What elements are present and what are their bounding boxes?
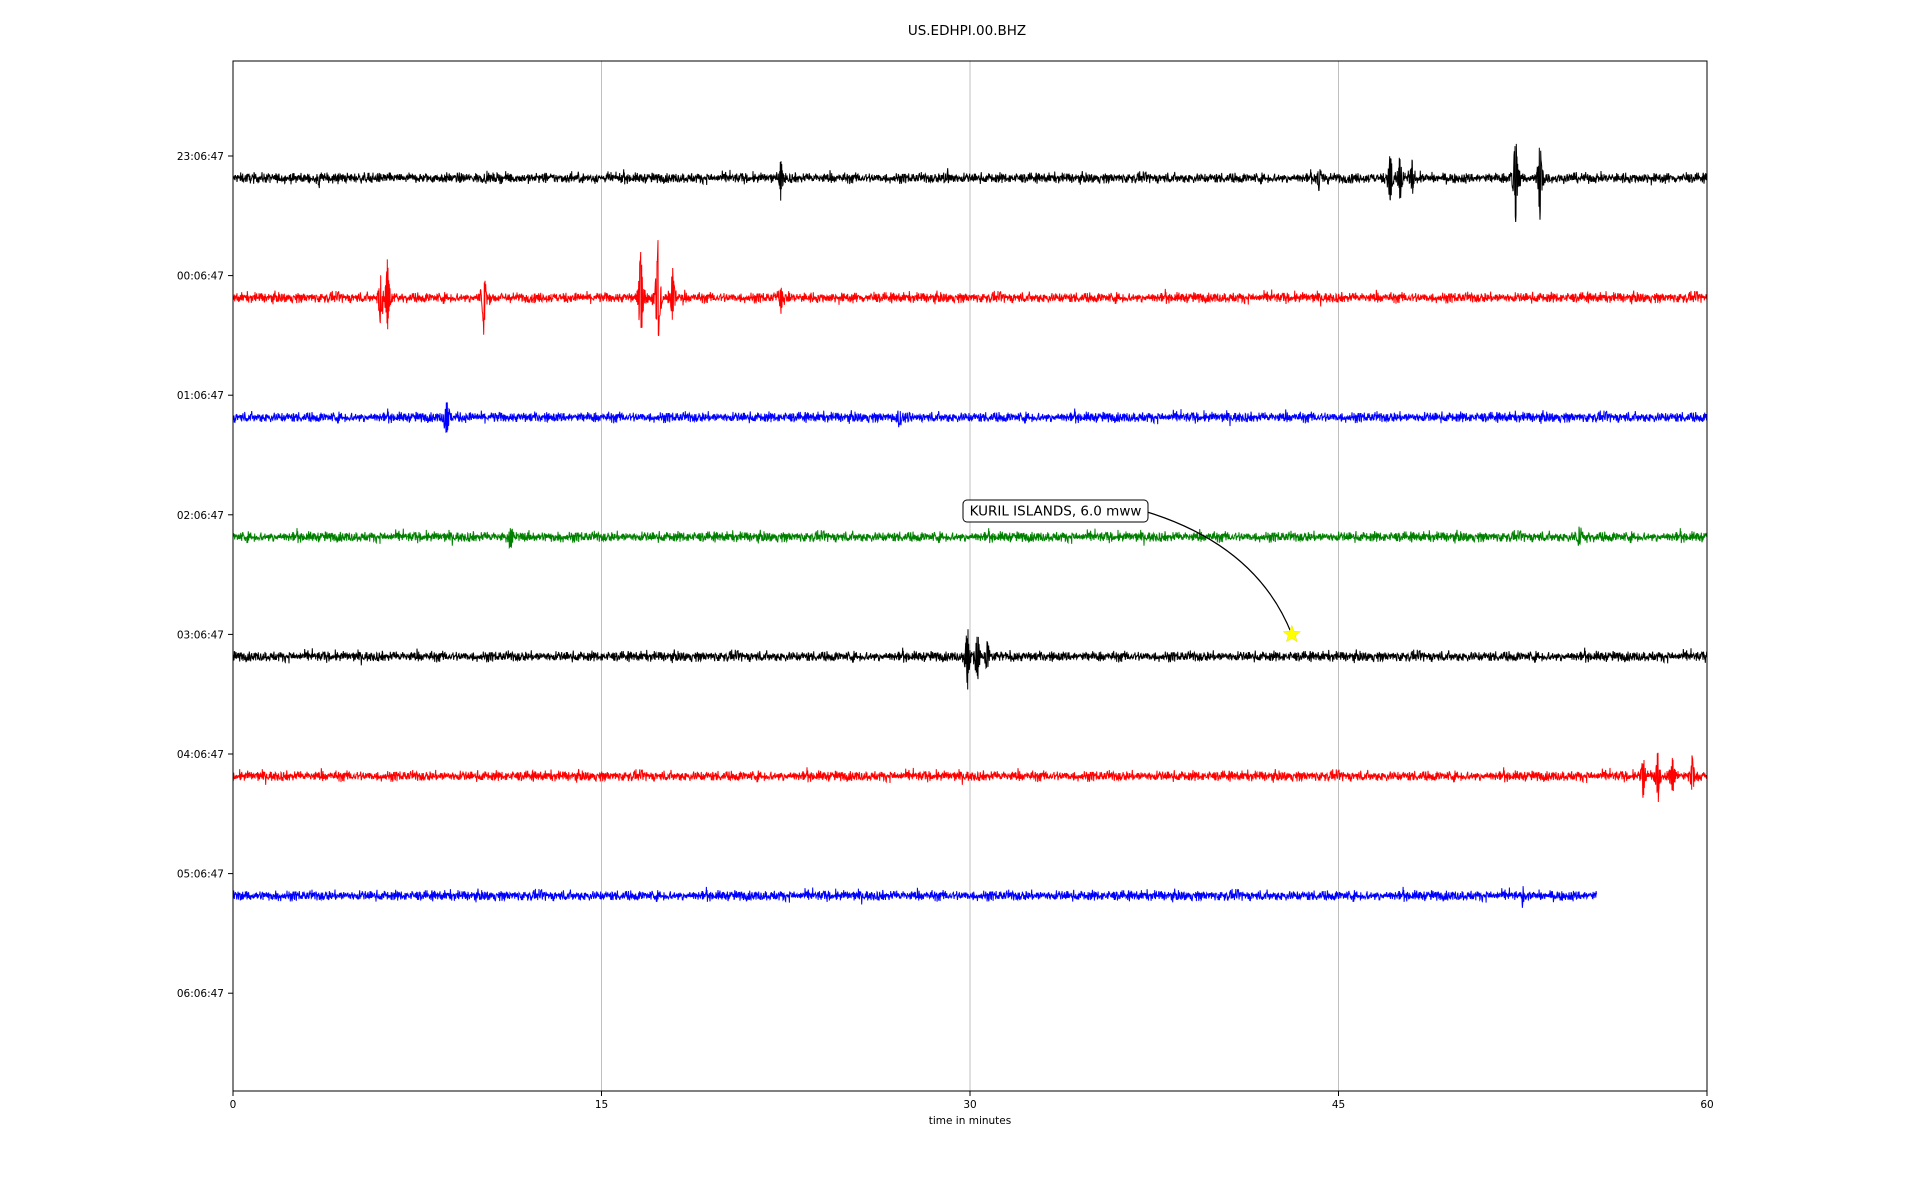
seismogram-trace (232, 143, 1708, 223)
seismogram-trace (232, 402, 1708, 433)
y-tick-label: 05:06:47 (177, 869, 224, 881)
y-tick-label: 04:06:47 (177, 749, 224, 761)
seismogram-trace (232, 240, 1708, 337)
x-axis-ticks: 0 15 30 45 60 (230, 1091, 1714, 1111)
x-tick-label: 15 (595, 1099, 608, 1111)
annotation-connector (1143, 510, 1293, 635)
x-tick-label: 45 (1332, 1099, 1345, 1111)
x-gridlines (601, 61, 1339, 1091)
y-tick-label: 03:06:47 (177, 629, 224, 641)
y-tick-label: 01:06:47 (177, 390, 224, 402)
x-tick-label: 60 (1700, 1099, 1713, 1111)
annotation-box (962, 499, 1149, 523)
x-tick-label: 30 (963, 1099, 976, 1111)
seismogram-trace (232, 526, 1708, 550)
seismogram-trace (232, 752, 1708, 803)
y-tick-label: 06:06:47 (177, 988, 224, 1000)
seismogram-trace (232, 886, 1597, 908)
event-annotation: KURIL ISLANDS, 6.0 mww (962, 499, 1302, 643)
trace-layer (232, 143, 1708, 908)
annotation-label: KURIL ISLANDS, 6.0 mww (970, 504, 1142, 520)
x-axis-label: time in minutes (929, 1115, 1011, 1127)
x-tick-label: 0 (230, 1099, 237, 1111)
y-tick-label: 23:06:47 (177, 151, 224, 163)
y-tick-label: 02:06:47 (177, 510, 224, 522)
seismogram-trace (232, 629, 1708, 690)
event-star-marker (1282, 624, 1302, 643)
chart-title: US.EDHPI.00.BHZ (908, 23, 1026, 39)
y-axis-ticks: 23:06:47 00:06:47 01:06:47 02:06:47 03:06:47… (177, 151, 233, 1000)
y-tick-label: 00:06:47 (177, 271, 224, 283)
